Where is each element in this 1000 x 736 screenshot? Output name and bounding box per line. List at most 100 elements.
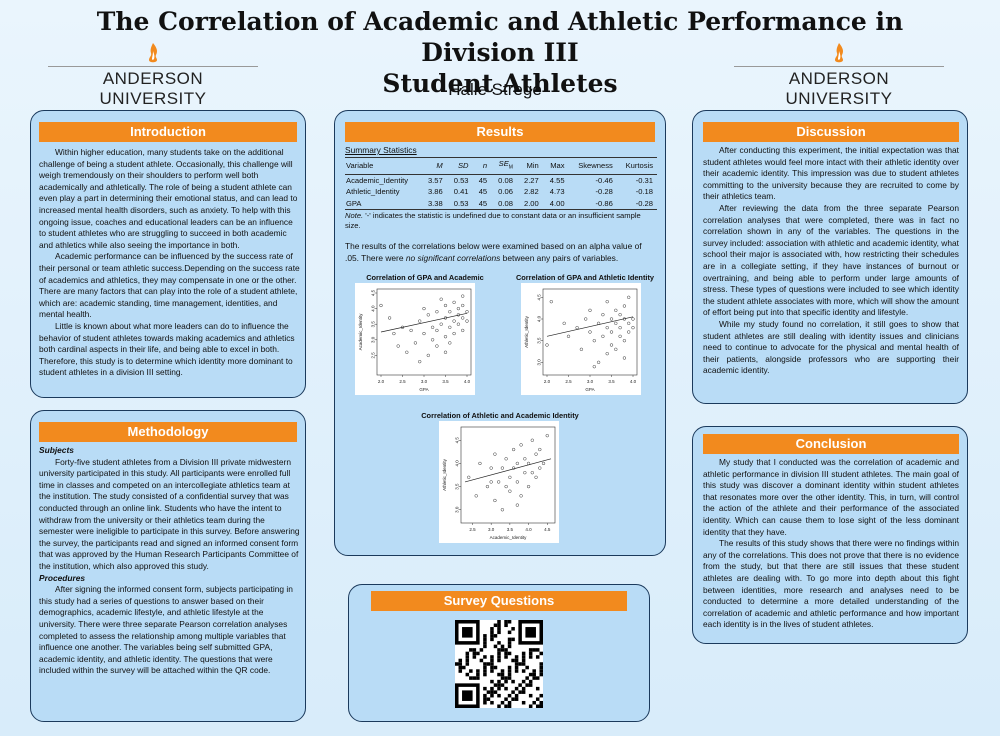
qr-module (483, 634, 487, 638)
qr-module (504, 676, 508, 680)
qr-module (504, 679, 508, 684)
data-point (515, 480, 519, 484)
qr-module (486, 690, 491, 694)
data-point (549, 300, 553, 304)
data-point (426, 353, 430, 358)
qr-module (521, 655, 526, 659)
qr-module (479, 658, 484, 663)
data-point (511, 466, 516, 470)
y-tick-label: 3.0 (371, 336, 376, 343)
qr-module (528, 672, 533, 677)
data-point (545, 434, 549, 438)
y-axis-label: Academic_Identity (358, 313, 363, 351)
qr-module (497, 623, 501, 628)
qr-module (504, 620, 508, 624)
flame-icon (835, 43, 843, 63)
qr-module (521, 686, 526, 691)
qr-module (490, 686, 494, 691)
qr-module (490, 700, 494, 705)
methodology-panel: Methodology Subjects Forty-five student … (30, 410, 306, 722)
data-point (439, 322, 443, 326)
data-point (474, 494, 478, 498)
qr-module (483, 637, 487, 642)
note-text: '-' indicates the statistic is undefined… (345, 211, 641, 231)
qr-module (507, 669, 512, 673)
table-cell: 2.00 (516, 197, 543, 211)
qr-module (535, 648, 540, 652)
summary-statistics: Summary Statistics Variable M SD n SEM Min Max… (345, 145, 657, 231)
x-axis-label: Academic_Identity (490, 535, 528, 540)
data-point (456, 322, 461, 326)
qr-module (469, 669, 473, 673)
table-cell: 45 (478, 187, 488, 197)
data-point (609, 317, 614, 321)
qr-module (507, 637, 512, 642)
qr-code-icon[interactable] (455, 620, 543, 708)
qr-module (504, 648, 508, 652)
data-point (592, 339, 596, 343)
qr-module (532, 700, 536, 705)
qr-module (507, 672, 512, 677)
qr-module (483, 686, 487, 691)
qr-module (497, 672, 501, 677)
data-point (627, 295, 631, 299)
data-point (443, 335, 448, 339)
qr-module (504, 623, 508, 628)
qr-module (504, 655, 508, 659)
results-text-after: between any pairs of variables. (500, 252, 619, 263)
qr-module (532, 676, 536, 680)
data-point (609, 330, 614, 334)
qr-module (493, 644, 498, 649)
qr-module (483, 655, 487, 659)
data-point (456, 306, 461, 311)
table-cell: 0.06 (498, 187, 513, 197)
table-cell: 45 (472, 197, 492, 211)
qr-module (455, 662, 459, 666)
qr-module (539, 700, 543, 705)
qr-module (465, 672, 470, 677)
qr-module (525, 676, 529, 680)
qr-module (483, 665, 487, 670)
qr-module (514, 686, 519, 691)
qr-module (532, 648, 536, 652)
university-logo-left: ANDERSON UNIVERSITY (48, 42, 258, 109)
y-tick-label: 3.5 (371, 321, 376, 328)
chart-title: Correlation of Athletic and Academic Ide… (421, 411, 579, 420)
data-point (435, 344, 439, 348)
qr-module (490, 630, 494, 635)
data-point (448, 341, 452, 345)
scatter-chart-athletic-academic: 2.5 3.0 3.5 4.0 4.5 3.0 3.5 4.0 4.5 Academic_Iden… (439, 421, 559, 543)
data-point (534, 452, 538, 456)
data-point (622, 304, 627, 308)
qr-module (497, 620, 501, 624)
qr-module (507, 693, 512, 698)
university-logo-right: ANDERSON UNIVERSITY (734, 42, 944, 109)
y-tick-label: 4.5 (371, 289, 376, 296)
data-point (430, 338, 435, 342)
data-point (631, 317, 635, 321)
qr-module (507, 630, 512, 635)
qr-finder-center (462, 690, 473, 701)
qr-module (528, 648, 533, 652)
table-cell: 45 (478, 175, 488, 185)
discussion-heading: Discussion (703, 122, 959, 142)
y-tick-label: 3.0 (537, 359, 542, 366)
data-point (541, 461, 546, 466)
qr-module (532, 669, 536, 673)
qr-module (490, 690, 494, 694)
data-point (515, 503, 519, 507)
data-point (493, 452, 497, 456)
qr-module (490, 634, 494, 638)
qr-module (486, 662, 491, 666)
qr-module (465, 662, 470, 666)
qr-module (497, 704, 501, 708)
data-point (627, 321, 631, 325)
x-tick-label: 2.5 (565, 379, 572, 384)
x-tick-label: 2.5 (469, 527, 476, 532)
data-point (538, 466, 542, 470)
data-point (519, 443, 523, 447)
paragraph: After reviewing the data from the three … (703, 202, 959, 318)
data-point (614, 347, 618, 351)
qr-module (528, 679, 533, 684)
